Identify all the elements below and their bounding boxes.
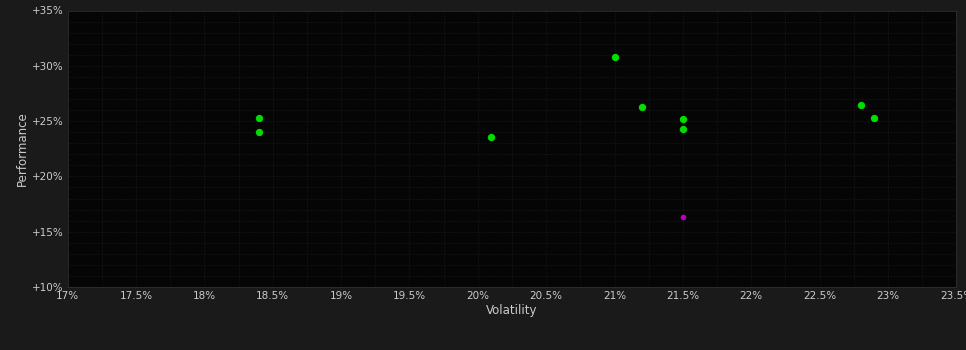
- Point: [251, 115, 267, 121]
- Point: [853, 102, 868, 107]
- X-axis label: Volatility: Volatility: [486, 304, 538, 317]
- Point: [607, 54, 622, 60]
- Point: [675, 215, 691, 220]
- Point: [675, 116, 691, 122]
- Point: [675, 126, 691, 132]
- Point: [484, 134, 499, 139]
- Point: [251, 130, 267, 135]
- Point: [867, 115, 882, 121]
- Point: [634, 104, 649, 110]
- Y-axis label: Performance: Performance: [15, 111, 29, 186]
